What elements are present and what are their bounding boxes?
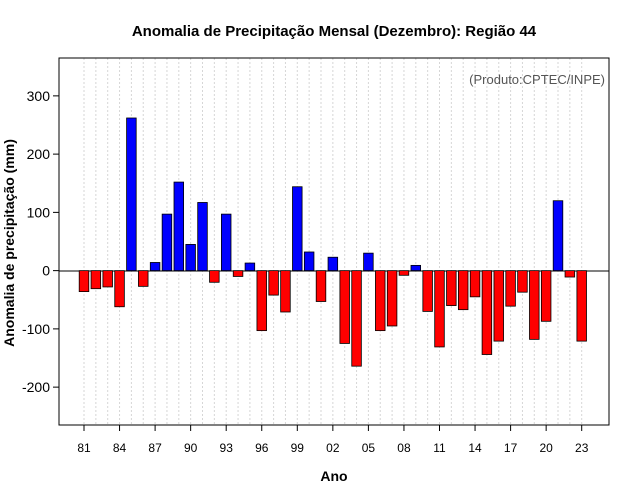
y-tick-label: -100 xyxy=(22,321,50,337)
x-axis-label: Ano xyxy=(320,468,347,484)
x-tick-label: 11 xyxy=(433,441,446,455)
bar-18 xyxy=(517,270,528,293)
bar-13 xyxy=(457,270,469,311)
bar-05 xyxy=(363,252,374,272)
bar-14 xyxy=(469,270,481,298)
bar-02 xyxy=(327,256,339,272)
y-axis: -200 -100 0 100 200 300 xyxy=(22,88,59,395)
bar-11 xyxy=(434,270,445,348)
bar-90 xyxy=(185,244,196,272)
y-tick-label: -200 xyxy=(22,379,50,395)
x-tick-label: 17 xyxy=(504,441,518,455)
x-tick-label: 14 xyxy=(468,441,482,455)
bar-97 xyxy=(268,270,279,296)
plot-frame xyxy=(58,57,610,426)
x-tick-label: 05 xyxy=(362,441,376,455)
y-tick-label: 300 xyxy=(27,88,51,104)
chart-title: Anomalia de Precipitação Mensal (Dezembr… xyxy=(132,23,537,40)
bar-04 xyxy=(351,270,362,367)
bar-96 xyxy=(256,270,267,332)
bar-84 xyxy=(114,270,125,308)
annotation-text: (Produto:CPTEC/INPE) xyxy=(469,72,605,87)
y-tick-label: 100 xyxy=(27,204,51,220)
y-axis-label: Anomalia de precipitação (mm) xyxy=(1,139,17,347)
bar-03 xyxy=(339,270,350,344)
bar-95 xyxy=(244,262,256,272)
bar-20 xyxy=(540,270,552,322)
x-tick-label: 02 xyxy=(326,441,340,455)
x-axis: 81 84 87 90 93 96 99 02 05 08 11 14 17 20 23 xyxy=(77,425,589,455)
bar-92 xyxy=(209,270,220,283)
x-tick-label: 90 xyxy=(184,441,198,455)
bar-91 xyxy=(197,202,208,272)
bar-07 xyxy=(386,270,398,327)
bar-89 xyxy=(173,181,185,272)
bar-87 xyxy=(149,262,161,272)
x-tick-label: 96 xyxy=(255,441,269,455)
bar-81 xyxy=(78,270,90,293)
x-tick-label: 20 xyxy=(539,441,553,455)
bar-06 xyxy=(375,270,386,332)
x-tick-label: 08 xyxy=(397,441,411,455)
y-tick-label: 200 xyxy=(27,146,51,162)
bar-98 xyxy=(280,270,291,313)
bar-82 xyxy=(90,270,102,290)
bar-22 xyxy=(564,270,576,278)
bar-88 xyxy=(161,213,173,272)
bar-85 xyxy=(126,117,137,272)
bar-16 xyxy=(493,270,504,342)
x-tick-label: 99 xyxy=(291,441,305,455)
bar-23 xyxy=(576,270,587,342)
bar-19 xyxy=(529,270,540,340)
bar-17 xyxy=(505,270,516,307)
bar-93 xyxy=(220,213,232,272)
x-tick-label: 84 xyxy=(113,441,127,455)
bar-99 xyxy=(292,186,303,272)
bars-group xyxy=(78,117,587,367)
bar-86 xyxy=(138,270,149,287)
x-tick-label: 87 xyxy=(148,441,162,455)
bar-15 xyxy=(481,270,493,355)
bar-01 xyxy=(315,270,327,302)
y-tick-label: 0 xyxy=(42,263,50,279)
bar-08 xyxy=(398,270,410,276)
bar-10 xyxy=(422,270,433,312)
x-tick-label: 23 xyxy=(575,441,589,455)
bar-21 xyxy=(552,200,564,272)
bar-09 xyxy=(410,264,422,272)
bar-83 xyxy=(102,270,113,288)
bar-12 xyxy=(446,270,457,306)
bar-94 xyxy=(232,270,244,277)
bar-00 xyxy=(303,251,315,272)
x-tick-label: 81 xyxy=(77,441,91,455)
grid-lines xyxy=(83,58,583,425)
x-tick-label: 93 xyxy=(220,441,234,455)
